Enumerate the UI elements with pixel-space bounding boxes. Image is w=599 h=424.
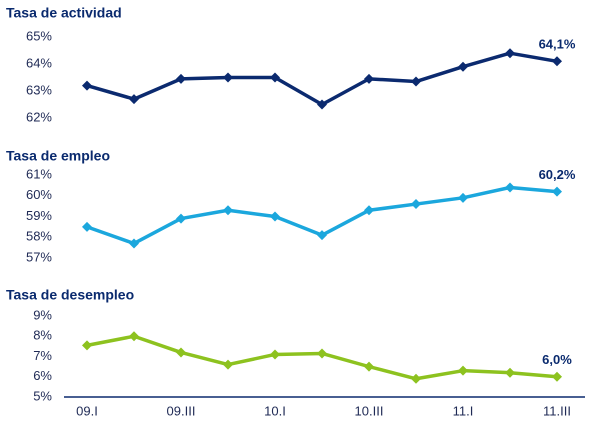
y-tick-label: 5%	[33, 388, 52, 403]
data-label: 6,0%	[542, 352, 572, 367]
marker	[129, 331, 139, 342]
x-tick-label: 10.I	[264, 403, 286, 418]
y-tick-label: 65%	[26, 28, 52, 43]
y-tick-label: 8%	[33, 328, 52, 343]
marker	[82, 80, 92, 91]
marker	[176, 73, 186, 84]
marker	[317, 99, 327, 110]
marker	[458, 61, 468, 72]
x-tick-label: 11.III	[543, 403, 571, 418]
data-label: 60,2%	[539, 167, 576, 182]
y-tick-label: 60%	[26, 187, 52, 202]
marker	[458, 192, 468, 203]
marker	[317, 230, 327, 241]
x-tick-label: 10.III	[355, 403, 384, 418]
marker	[505, 182, 515, 193]
y-tick-label: 64%	[26, 55, 52, 70]
chart-title: Tasa de desempleo	[6, 287, 134, 303]
marker	[458, 365, 468, 376]
y-tick-label: 57%	[26, 249, 52, 264]
marker	[176, 213, 186, 224]
chart-title: Tasa de actividad	[6, 5, 122, 21]
marker	[505, 48, 515, 59]
marker	[411, 199, 421, 210]
marker	[270, 211, 280, 222]
y-tick-label: 61%	[26, 166, 52, 181]
marker	[411, 373, 421, 384]
x-tick-label: 11.I	[453, 403, 474, 418]
marker	[176, 347, 186, 358]
marker	[364, 361, 374, 372]
marker	[364, 73, 374, 84]
y-tick-label: 58%	[26, 229, 52, 244]
marker	[270, 72, 280, 83]
marker	[129, 238, 139, 249]
data-label: 64,1%	[539, 37, 576, 52]
x-tick-label: 09.I	[76, 403, 98, 418]
marker	[129, 94, 139, 105]
chart-title: Tasa de empleo	[6, 148, 110, 164]
marker	[270, 349, 280, 360]
marker	[223, 72, 233, 83]
marker	[552, 186, 562, 197]
y-tick-label: 59%	[26, 208, 52, 223]
x-tick-label: 09.III	[167, 403, 196, 418]
marker	[552, 371, 562, 382]
marker	[82, 340, 92, 351]
y-tick-label: 63%	[26, 82, 52, 97]
marker	[223, 205, 233, 216]
y-tick-label: 9%	[33, 307, 52, 322]
marker	[552, 56, 562, 67]
marker	[505, 367, 515, 378]
y-tick-label: 7%	[33, 348, 52, 363]
marker	[317, 348, 327, 359]
y-tick-label: 6%	[33, 368, 52, 383]
marker	[223, 359, 233, 370]
marker	[82, 221, 92, 232]
marker	[364, 205, 374, 216]
marker	[411, 76, 421, 87]
line	[86, 51, 558, 107]
y-tick-label: 62%	[26, 109, 52, 124]
